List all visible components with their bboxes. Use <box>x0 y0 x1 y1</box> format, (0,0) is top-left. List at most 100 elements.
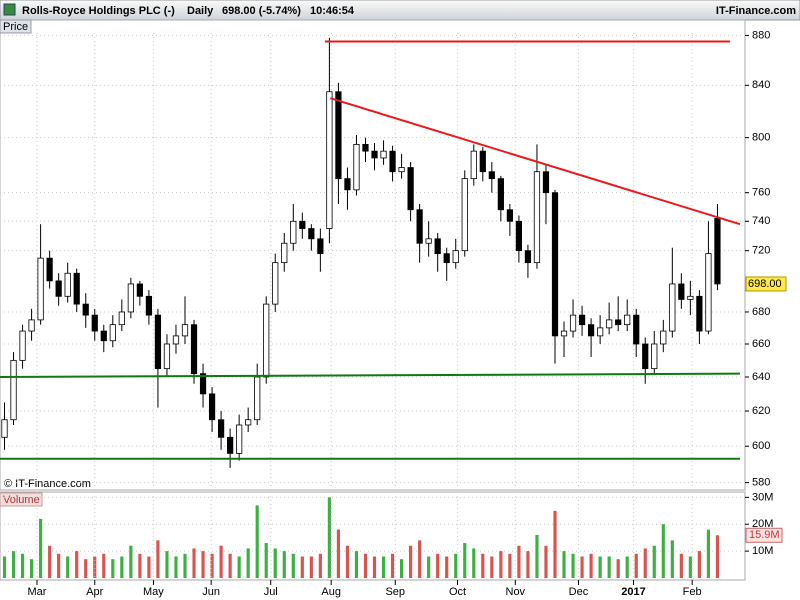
candle-body <box>344 178 351 191</box>
volume-bar <box>589 553 593 578</box>
candle-body <box>398 167 405 173</box>
y-tick-label: 580 <box>752 476 770 488</box>
volume-bar <box>409 545 413 578</box>
candle-body <box>624 314 631 326</box>
candle-body <box>714 217 721 285</box>
volume-bar <box>688 556 692 578</box>
volume-bar <box>75 551 79 578</box>
volume-bar <box>553 510 557 578</box>
volume-bar <box>481 553 485 578</box>
candle-body <box>678 283 685 300</box>
candle-body <box>335 91 342 180</box>
candle-body <box>606 319 613 329</box>
candle-body <box>326 91 333 229</box>
title: Rolls-Royce Holdings PLC (-) <box>22 5 175 17</box>
panel-label: Price <box>3 21 28 33</box>
candle-body <box>236 424 243 454</box>
volume-bar <box>120 556 124 578</box>
candle-body <box>560 330 568 337</box>
candle-body <box>506 209 513 222</box>
plot: 580 600 620 640 660 680 720 740 760 800 840 880 698.… <box>0 29 787 598</box>
source: IT-Finance.com <box>716 5 796 17</box>
volume-bar <box>381 556 386 578</box>
candle-body <box>46 257 53 282</box>
volume-bar <box>228 553 232 578</box>
candle-body <box>136 283 143 297</box>
candle-body <box>109 324 116 342</box>
volume-bar <box>84 559 88 578</box>
volume-bar <box>48 545 52 578</box>
candle-body <box>380 150 387 159</box>
last-price-label: 698.00 <box>748 278 782 290</box>
y-tick-label: 30M <box>752 491 773 503</box>
candle-body <box>578 314 586 326</box>
x-tick-label: Apr <box>86 586 103 598</box>
candle-body <box>227 436 234 454</box>
y-tick-label: 880 <box>752 29 770 41</box>
volume-bar <box>219 545 223 578</box>
x-tick-label: Aug <box>321 586 341 598</box>
volume-bar <box>30 559 34 578</box>
x-tick-label: Sep <box>385 586 405 598</box>
volume-bar <box>111 559 115 578</box>
volume-bar <box>246 548 250 578</box>
volume-bar <box>300 556 304 578</box>
candle-body <box>407 167 414 211</box>
volume-bar <box>427 556 431 578</box>
x-tick-label: Mar <box>28 586 47 598</box>
panel-tag <box>0 19 32 34</box>
candle-body <box>434 238 441 255</box>
volume-bar <box>192 548 196 578</box>
candle-body <box>281 242 288 264</box>
candle-body <box>389 150 396 173</box>
x-tick-label: Jun <box>202 586 220 598</box>
candle-body <box>290 220 297 244</box>
candle-body <box>497 178 504 211</box>
volume-bar <box>129 545 133 578</box>
candle-body <box>470 150 477 180</box>
y-tick-label: 600 <box>752 440 770 452</box>
candle-body <box>308 228 315 240</box>
candle-body <box>245 419 252 426</box>
volume-bar <box>616 559 620 578</box>
candle-body <box>615 319 622 326</box>
candle-body <box>452 250 459 264</box>
x-tick-label: Dec <box>569 586 589 598</box>
volume-bar <box>490 556 494 578</box>
candle-body <box>254 376 261 421</box>
volume-bar <box>336 529 340 578</box>
trend-line <box>329 97 741 226</box>
candle-body <box>551 192 559 337</box>
volume-bar <box>318 553 322 578</box>
volume-bar <box>418 540 422 578</box>
candle-body <box>687 295 694 300</box>
candle-body <box>28 319 35 332</box>
volume-bar <box>282 551 286 578</box>
volume-bar <box>643 548 647 578</box>
candle-body <box>362 143 369 152</box>
y-tick-label: 20M <box>752 518 773 530</box>
volume-bar <box>436 553 440 578</box>
candle-body <box>91 314 98 332</box>
volume-bar <box>454 553 458 578</box>
last-volume-label: 15.9M <box>749 529 780 541</box>
candle-body <box>199 373 207 395</box>
interval: Daily <box>187 5 214 17</box>
volume-bar <box>580 556 584 578</box>
volume-bar <box>508 553 512 578</box>
volume-bar <box>372 556 377 578</box>
volume-bar <box>147 556 151 578</box>
volume-bar <box>544 545 548 578</box>
candle-body <box>371 150 378 159</box>
candle-body <box>100 330 107 342</box>
volume-bar <box>652 545 656 578</box>
candle-body <box>181 324 189 337</box>
candle-body <box>587 324 595 337</box>
volume-bar <box>571 553 575 578</box>
volume-bar <box>607 556 611 578</box>
candle-body <box>416 209 423 244</box>
candle-body <box>190 324 198 375</box>
candle-body <box>118 311 125 326</box>
